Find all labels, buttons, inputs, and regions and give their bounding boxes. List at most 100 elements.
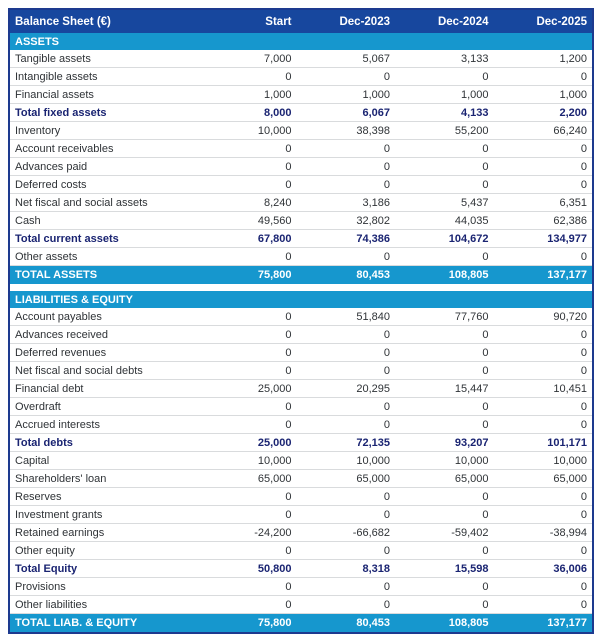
row-value: 50,800 xyxy=(257,562,292,575)
row-value: 2,200 xyxy=(559,106,587,119)
row-value: 0 xyxy=(383,490,390,503)
row-value: 6,067 xyxy=(362,106,390,119)
row-value: -59,402 xyxy=(451,526,489,539)
row-value: 0 xyxy=(383,142,390,155)
row-value: 36,006 xyxy=(553,562,587,575)
column-header-start: Start xyxy=(265,15,292,28)
row-value: 0 xyxy=(285,346,292,359)
row-value: 8,240 xyxy=(263,196,292,209)
row-value: 10,000 xyxy=(553,454,587,467)
column-header-dec-2025: Dec-2025 xyxy=(536,15,587,28)
row-value: 0 xyxy=(482,160,489,173)
row-value: 104,672 xyxy=(448,232,489,245)
table-row-net-fiscal-and-social-debts: Net fiscal and social debts 0 0 0 0 xyxy=(10,362,592,380)
table-body: ASSETS Tangible assets 7,000 5,067 3,133 1,20… xyxy=(10,33,592,632)
row-value: 49,560 xyxy=(257,214,292,227)
row-value: 0 xyxy=(580,70,587,83)
row-value: 0 xyxy=(383,580,390,593)
row-value: 0 xyxy=(482,328,489,341)
row-value: 10,000 xyxy=(257,124,292,137)
section-header-liabilities-equity: LIABILITIES & EQUITY xyxy=(10,291,592,308)
row-value: 0 xyxy=(580,142,587,155)
table-row-reserves: Reserves 0 0 0 0 xyxy=(10,488,592,506)
row-value: 90,720 xyxy=(553,310,587,323)
row-label: Advances received xyxy=(15,328,108,341)
row-value: 0 xyxy=(285,178,292,191)
table-row-account-payables: Account payables 0 51,840 77,760 90,720 xyxy=(10,308,592,326)
table-row-cash: Cash 49,560 32,802 44,035 62,386 xyxy=(10,212,592,230)
row-value: 65,000 xyxy=(257,472,292,485)
row-value: 10,000 xyxy=(454,454,489,467)
row-value: 0 xyxy=(482,508,489,521)
table-row-other-assets: Other assets 0 0 0 0 xyxy=(10,248,592,266)
total-value: 137,177 xyxy=(547,617,587,629)
row-value: 25,000 xyxy=(257,436,292,449)
table-row-total-equity: Total Equity 50,800 8,318 15,598 36,006 xyxy=(10,560,592,578)
row-label: Total current assets xyxy=(15,232,119,245)
table-header-row: Balance Sheet (€) Start Dec-2023 Dec-202… xyxy=(10,10,592,33)
row-label: Intangible assets xyxy=(15,70,98,83)
row-value: 0 xyxy=(580,160,587,173)
row-label: Investment grants xyxy=(15,508,103,521)
table-row-advances-received: Advances received 0 0 0 0 xyxy=(10,326,592,344)
row-value: 0 xyxy=(580,598,587,611)
table-row-total-debts: Total debts 25,000 72,135 93,207 101,171 xyxy=(10,434,592,452)
row-value: 0 xyxy=(580,346,587,359)
row-value: 0 xyxy=(482,544,489,557)
row-value: 0 xyxy=(285,508,292,521)
row-value: 0 xyxy=(482,70,489,83)
row-label: Financial assets xyxy=(15,88,94,101)
row-value: 4,133 xyxy=(460,106,489,119)
row-value: 0 xyxy=(482,142,489,155)
row-value: 0 xyxy=(285,490,292,503)
row-value: 0 xyxy=(580,544,587,557)
row-value: 0 xyxy=(383,160,390,173)
row-label: Other equity xyxy=(15,544,75,557)
table-row-deferred-revenues: Deferred revenues 0 0 0 0 xyxy=(10,344,592,362)
row-label: Accrued interests xyxy=(15,418,100,431)
row-value: 0 xyxy=(383,178,390,191)
row-value: 66,240 xyxy=(553,124,587,137)
row-value: 0 xyxy=(285,310,292,323)
row-value: 5,067 xyxy=(362,52,390,65)
row-label: Total fixed assets xyxy=(15,106,107,119)
total-row-total-liab-equity: TOTAL LIAB. & EQUITY 75,800 80,453 108,805 1… xyxy=(10,614,592,632)
row-value: 0 xyxy=(285,250,292,263)
row-value: 0 xyxy=(482,418,489,431)
total-row-total-assets: TOTAL ASSETS 75,800 80,453 108,805 137,177 xyxy=(10,266,592,284)
section-header-assets: ASSETS xyxy=(10,33,592,50)
row-value: 3,133 xyxy=(460,52,489,65)
row-value: 77,760 xyxy=(454,310,489,323)
row-label: Reserves xyxy=(15,490,62,503)
row-value: -66,682 xyxy=(352,526,390,539)
row-value: 0 xyxy=(580,250,587,263)
row-value: -24,200 xyxy=(254,526,292,539)
row-value: 38,398 xyxy=(356,124,390,137)
row-value: 0 xyxy=(383,400,390,413)
row-value: 0 xyxy=(580,490,587,503)
row-value: 8,318 xyxy=(362,562,390,575)
row-value: 0 xyxy=(383,250,390,263)
table-row-shareholders-loan: Shareholders' loan 65,000 65,000 65,000 65,0… xyxy=(10,470,592,488)
row-value: 10,451 xyxy=(553,382,587,395)
row-label: Account payables xyxy=(15,310,102,323)
row-value: 15,598 xyxy=(454,562,489,575)
row-value: 1,000 xyxy=(362,88,390,101)
table-row-total-fixed-assets: Total fixed assets 8,000 6,067 4,133 2,200 xyxy=(10,104,592,122)
row-value: 0 xyxy=(383,70,390,83)
row-value: 62,386 xyxy=(553,214,587,227)
row-label: Cash xyxy=(15,214,41,227)
row-value: 0 xyxy=(285,328,292,341)
row-value: 0 xyxy=(580,400,587,413)
total-value: 137,177 xyxy=(547,269,587,281)
row-label: Overdraft xyxy=(15,400,61,413)
row-value: 20,295 xyxy=(356,382,390,395)
row-label: Deferred costs xyxy=(15,178,87,191)
table-row-net-fiscal-and-social-assets: Net fiscal and social assets 8,240 3,186 5,… xyxy=(10,194,592,212)
table-row-overdraft: Overdraft 0 0 0 0 xyxy=(10,398,592,416)
row-value: 0 xyxy=(482,580,489,593)
row-value: 0 xyxy=(580,418,587,431)
row-value: 1,000 xyxy=(263,88,292,101)
total-value: 108,805 xyxy=(448,269,489,281)
row-value: 1,000 xyxy=(460,88,489,101)
